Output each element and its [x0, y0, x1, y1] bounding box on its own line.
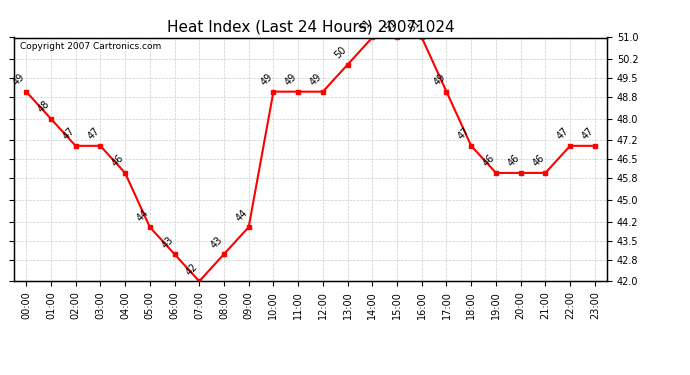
Text: 46: 46 — [506, 153, 522, 169]
Text: 48: 48 — [36, 99, 52, 115]
Text: 49: 49 — [11, 72, 27, 87]
Text: 47: 47 — [86, 126, 101, 142]
Text: 46: 46 — [110, 153, 126, 169]
Text: 51: 51 — [357, 18, 373, 33]
Text: 47: 47 — [580, 126, 595, 142]
Text: 49: 49 — [284, 72, 299, 87]
Text: 42: 42 — [184, 261, 200, 277]
Text: 46: 46 — [481, 153, 497, 169]
Title: Heat Index (Last 24 Hours) 20071024: Heat Index (Last 24 Hours) 20071024 — [167, 20, 454, 35]
Text: 43: 43 — [209, 234, 225, 250]
Text: 49: 49 — [308, 72, 324, 87]
Text: 44: 44 — [234, 207, 250, 223]
Text: Copyright 2007 Cartronics.com: Copyright 2007 Cartronics.com — [20, 42, 161, 51]
Text: 47: 47 — [456, 126, 472, 142]
Text: 50: 50 — [333, 45, 348, 60]
Text: 51: 51 — [382, 18, 398, 33]
Text: 43: 43 — [159, 234, 175, 250]
Text: 47: 47 — [61, 126, 77, 142]
Text: 49: 49 — [432, 72, 447, 87]
Text: 51: 51 — [407, 18, 423, 33]
Text: 49: 49 — [259, 72, 275, 87]
Text: 44: 44 — [135, 207, 150, 223]
Text: 46: 46 — [531, 153, 546, 169]
Text: 47: 47 — [555, 126, 571, 142]
